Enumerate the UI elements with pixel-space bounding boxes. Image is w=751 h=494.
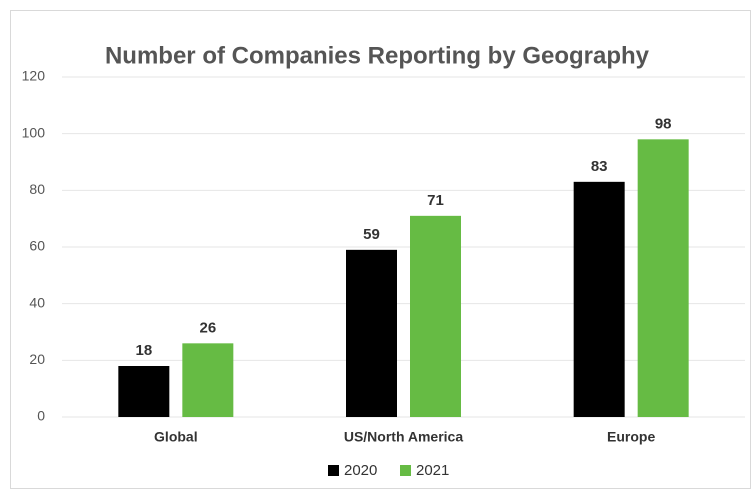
y-tick-label: 80: [29, 181, 45, 197]
x-tick-label: Global: [154, 429, 198, 445]
y-tick-label: 0: [37, 408, 45, 424]
chart-title: Number of Companies Reporting by Geograp…: [105, 42, 650, 69]
bar: [182, 343, 234, 417]
value-label: 18: [135, 342, 152, 359]
bar: [410, 215, 461, 417]
y-tick-label: 40: [29, 294, 45, 310]
bar: [573, 181, 625, 417]
y-tick-label: 60: [29, 238, 45, 254]
y-tick-label: 120: [22, 68, 46, 84]
value-label: 98: [655, 115, 672, 132]
x-tick-label: US/North America: [344, 429, 464, 445]
bar: [346, 249, 397, 417]
legend-label: 2020: [344, 462, 377, 479]
y-tick-label: 20: [29, 351, 45, 367]
bar: [118, 366, 170, 417]
value-label: 71: [427, 192, 444, 209]
x-tick-label: Europe: [607, 429, 655, 445]
y-tick-label: 100: [22, 124, 46, 140]
value-label: 83: [591, 158, 608, 175]
legend-label: 2021: [416, 462, 449, 479]
bar: [637, 139, 689, 418]
value-label: 59: [363, 226, 380, 243]
legend-swatch: [400, 465, 411, 476]
legend-swatch: [328, 465, 339, 476]
value-label: 26: [199, 319, 216, 336]
